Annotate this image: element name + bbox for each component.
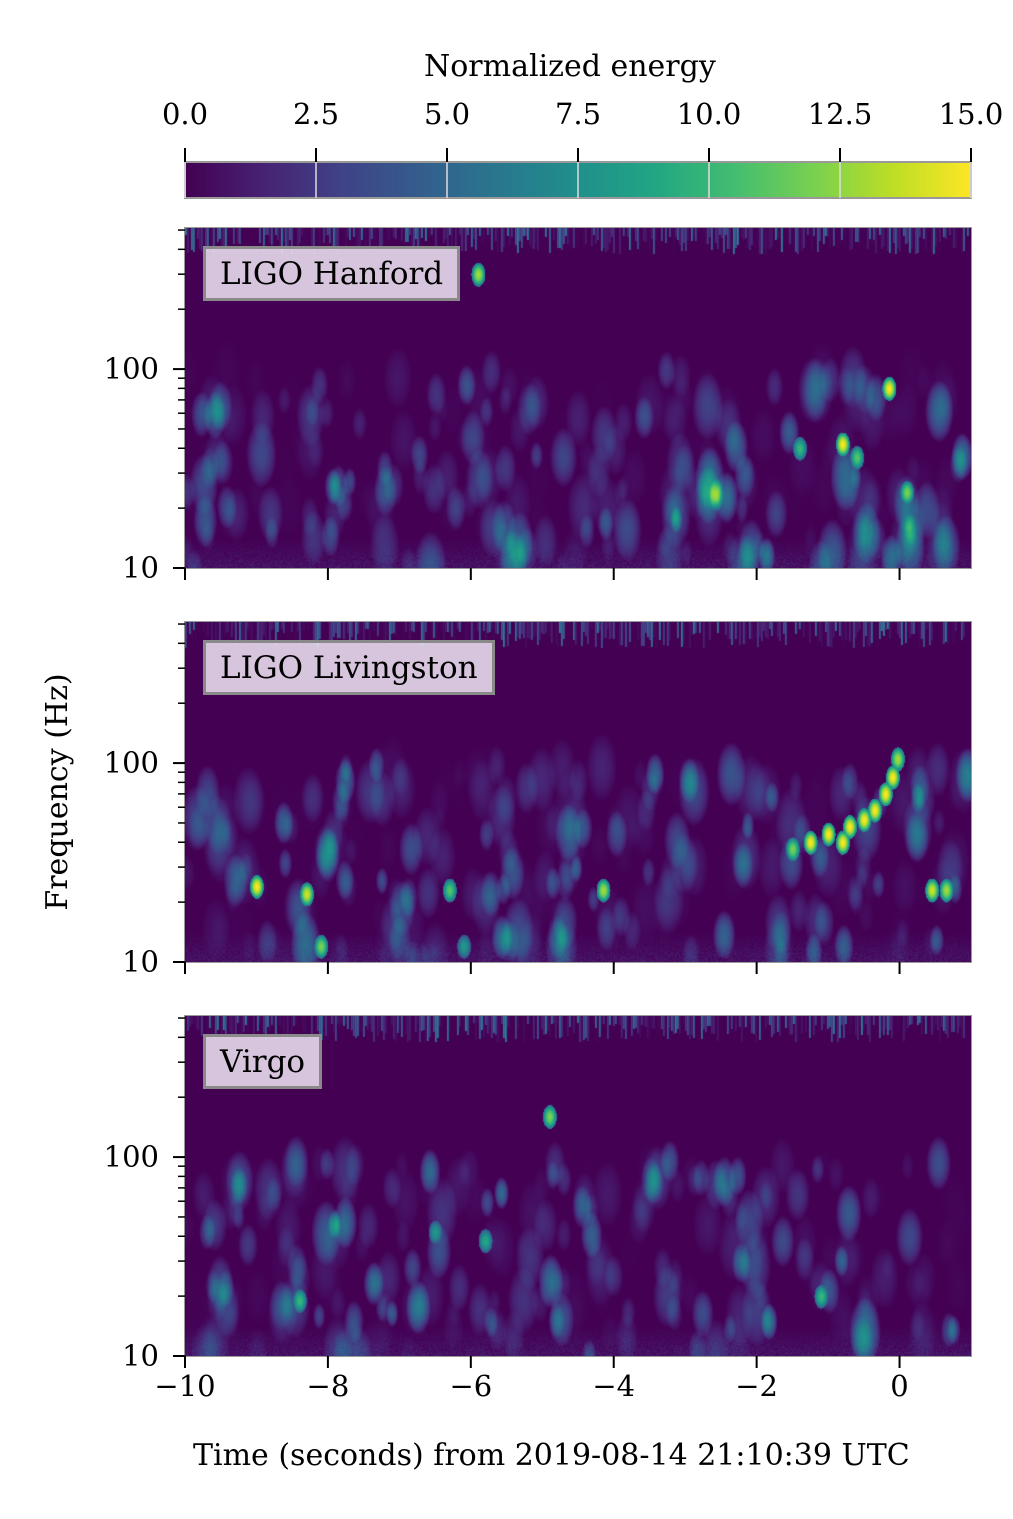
y-tick-label: 100: [104, 749, 159, 778]
x-tick-label: −6: [449, 1372, 492, 1401]
y-tick-label: 100: [104, 1143, 159, 1172]
x-tick-label: −8: [307, 1372, 350, 1401]
colorbar-tick-label: 2.5: [293, 100, 339, 129]
x-tick-label: −2: [735, 1372, 778, 1401]
y-tick-label: 10: [122, 554, 159, 583]
colorbar-tick-label: 15.0: [939, 100, 1004, 129]
x-tick-label: −4: [592, 1372, 635, 1401]
x-tick-label: 0: [890, 1372, 908, 1401]
colorbar-tick-label: 10.0: [677, 100, 742, 129]
colorbar-tick-label: 5.0: [424, 100, 470, 129]
panel-label: Virgo: [203, 1034, 322, 1089]
colorbar-tick-label: 12.5: [808, 100, 873, 129]
y-tick-label: 10: [122, 1342, 159, 1371]
y-tick-label: 100: [104, 355, 159, 384]
colorbar-tick-label: 0.0: [162, 100, 208, 129]
colorbar-tick-label: 7.5: [555, 100, 601, 129]
panel-label: LIGO Hanford: [203, 246, 460, 301]
x-tick-label: −10: [154, 1372, 215, 1401]
panel-label: LIGO Livingston: [203, 640, 495, 695]
y-tick-label: 10: [122, 948, 159, 977]
